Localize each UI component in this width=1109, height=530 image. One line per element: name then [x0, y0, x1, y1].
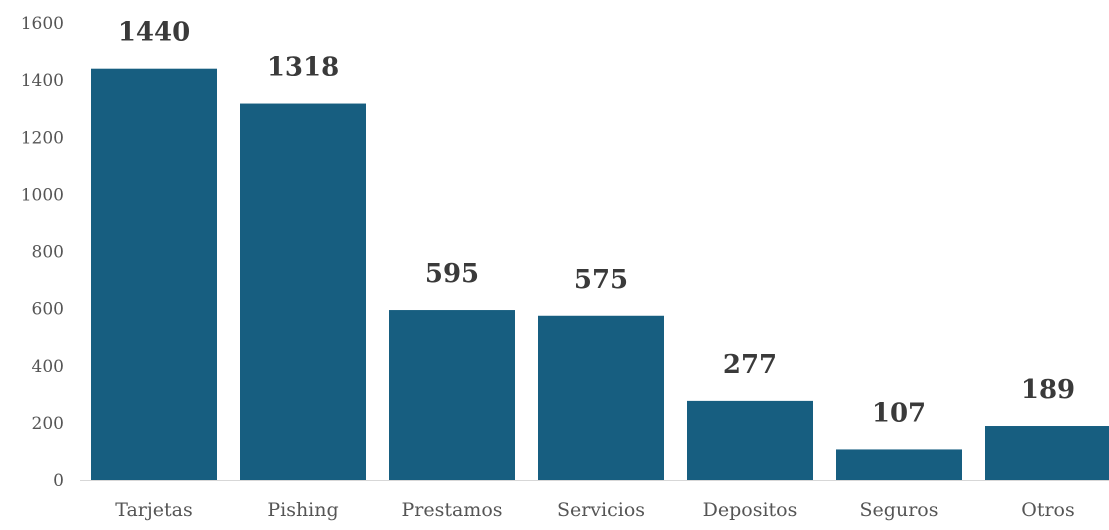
bar-series: [91, 68, 1109, 480]
y-tick-label-0: 0: [53, 471, 64, 491]
category-label-servicios: Servicios: [557, 499, 645, 521]
category-label-seguros: Seguros: [860, 499, 939, 521]
bar-seguros: [836, 449, 962, 480]
value-label-seguros: 107: [872, 398, 926, 428]
x-axis-category-labels: Tarjetas Pishing Prestamos Servicios Deposit…: [115, 499, 1074, 521]
category-label-prestamos: Prestamos: [401, 499, 502, 521]
category-label-pishing: Pishing: [267, 499, 338, 521]
y-tick-label-800: 800: [32, 243, 64, 263]
bar-pishing: [240, 103, 366, 480]
y-axis-tick-labels: 0 200 400 600 800 1000 1200 1400 1600: [21, 14, 64, 491]
bar-tarjetas: [91, 68, 217, 480]
y-tick-label-200: 200: [32, 414, 64, 434]
category-label-depositos: Depositos: [703, 499, 798, 521]
category-label-tarjetas: Tarjetas: [115, 499, 192, 521]
y-tick-label-400: 400: [32, 357, 64, 377]
value-label-depositos: 277: [723, 350, 777, 380]
value-label-pishing: 1318: [267, 53, 339, 83]
bar-servicios: [538, 315, 664, 480]
y-tick-label-1200: 1200: [21, 128, 64, 148]
bar-otros: [985, 426, 1109, 480]
y-tick-label-1000: 1000: [21, 185, 64, 205]
bar-value-labels: 1440 1318 595 575 277 107 189: [118, 18, 1075, 429]
value-label-servicios: 575: [574, 265, 628, 295]
value-label-otros: 189: [1021, 375, 1075, 405]
value-label-prestamos: 595: [425, 259, 479, 289]
y-tick-label-1400: 1400: [21, 71, 64, 91]
category-label-otros: Otros: [1021, 499, 1074, 521]
bar-depositos: [687, 400, 813, 480]
y-tick-label-1600: 1600: [21, 14, 64, 34]
value-label-tarjetas: 1440: [118, 18, 190, 48]
bar-prestamos: [389, 310, 515, 480]
y-tick-label-600: 600: [32, 300, 64, 320]
